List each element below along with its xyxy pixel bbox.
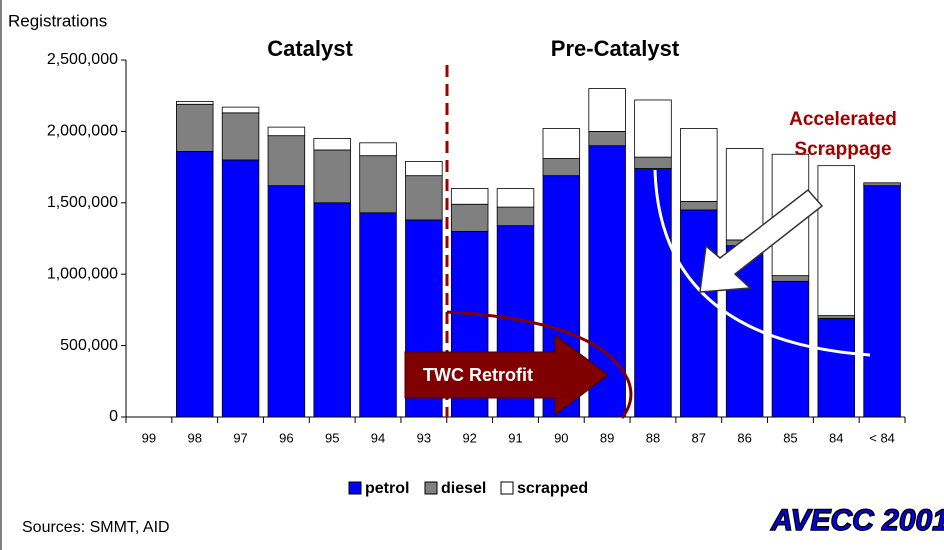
x-tick-label: 87: [692, 430, 706, 445]
bar-segment: [588, 130, 626, 147]
y-axis-label: Registrations: [8, 11, 107, 30]
bar-segment: [771, 275, 810, 282]
bar-segment: [817, 318, 855, 418]
bar-segment: [542, 128, 581, 159]
bar-segment: [817, 315, 855, 319]
bar-segment: [863, 185, 901, 418]
x-tick-label: 88: [646, 430, 660, 445]
annotation: Scrappage: [794, 139, 891, 160]
legend-label: petrol: [365, 480, 409, 497]
x-tick-label: 97: [233, 430, 247, 445]
y-tick-label: 0: [109, 408, 118, 425]
bar-segment: [176, 103, 214, 152]
x-tick-label: 84: [829, 430, 843, 445]
bar-segment: [267, 126, 306, 137]
curve: [446, 310, 633, 419]
bar-segment: [680, 200, 718, 211]
x-tick-label: 94: [371, 430, 385, 445]
bar-segment: [680, 209, 718, 418]
x-tick-label: 89: [600, 430, 614, 445]
bar-segment: [359, 155, 397, 214]
bar-segment: [725, 148, 764, 241]
bar-segment: [771, 280, 810, 418]
bar-segment: [176, 101, 214, 105]
legend-label: diesel: [441, 480, 486, 497]
bar-segment: [359, 212, 397, 418]
y-tick-label: 2,000,000: [47, 123, 118, 140]
x-tick-label: 96: [279, 430, 293, 445]
bar-segment: [542, 158, 581, 177]
bar-segment: [359, 142, 397, 157]
legend-label: scrapped: [517, 480, 588, 497]
annotation: Catalyst: [267, 36, 353, 61]
x-tick-label: 93: [417, 430, 431, 445]
bar-segment: [221, 159, 260, 418]
bar-segment: [450, 188, 489, 205]
y-tick-label: 1,000,000: [47, 265, 118, 282]
curve: [653, 169, 871, 357]
x-tick-label: 91: [508, 430, 522, 445]
x-tick-label: 85: [783, 430, 797, 445]
bar-segment: [588, 88, 626, 132]
bar-segment: [496, 188, 535, 208]
legend-swatch: [424, 481, 438, 495]
sources: Sources: SMMT, AID: [22, 519, 170, 536]
x-tick-label: 98: [188, 430, 202, 445]
bar-segment: [313, 138, 351, 151]
y-tick-label: 1,500,000: [47, 194, 118, 211]
bar-segment: [221, 106, 260, 114]
x-tick-label: 92: [462, 430, 476, 445]
bar-segment: [313, 149, 351, 204]
bar-segment: [450, 203, 489, 232]
bar-segment: [267, 185, 306, 418]
annotation: TWC Retrofit: [423, 365, 533, 385]
logo: AVECC 2001: [770, 504, 944, 537]
x-tick-label: 99: [142, 430, 156, 445]
arrow: [699, 188, 824, 293]
x-tick-label: < 84: [869, 430, 895, 445]
x-tick-label: 90: [554, 430, 568, 445]
bar-segment: [634, 168, 672, 418]
bar-segment: [634, 99, 672, 158]
bar-segment: [634, 156, 672, 169]
bar-segment: [176, 150, 214, 418]
bar-segment: [405, 160, 443, 177]
bar-segment: [680, 128, 718, 202]
legend-swatch: [500, 481, 514, 495]
annotation: Accelerated: [789, 109, 897, 130]
bar-segment: [496, 206, 535, 227]
x-tick-label: 86: [737, 430, 751, 445]
bar-segment: [313, 202, 351, 418]
bar-segment: [221, 112, 260, 161]
arrow: [404, 333, 609, 417]
bar-segment: [267, 135, 306, 187]
bar-segment: [817, 165, 855, 317]
bar-segment: [405, 175, 443, 221]
annotation: Pre-Catalyst: [551, 36, 680, 61]
y-tick-label: 2,500,000: [47, 51, 118, 68]
legend-swatch: [348, 481, 362, 495]
bar-segment: [863, 182, 901, 187]
x-tick-label: 95: [325, 430, 339, 445]
y-tick-label: 500,000: [60, 337, 118, 354]
